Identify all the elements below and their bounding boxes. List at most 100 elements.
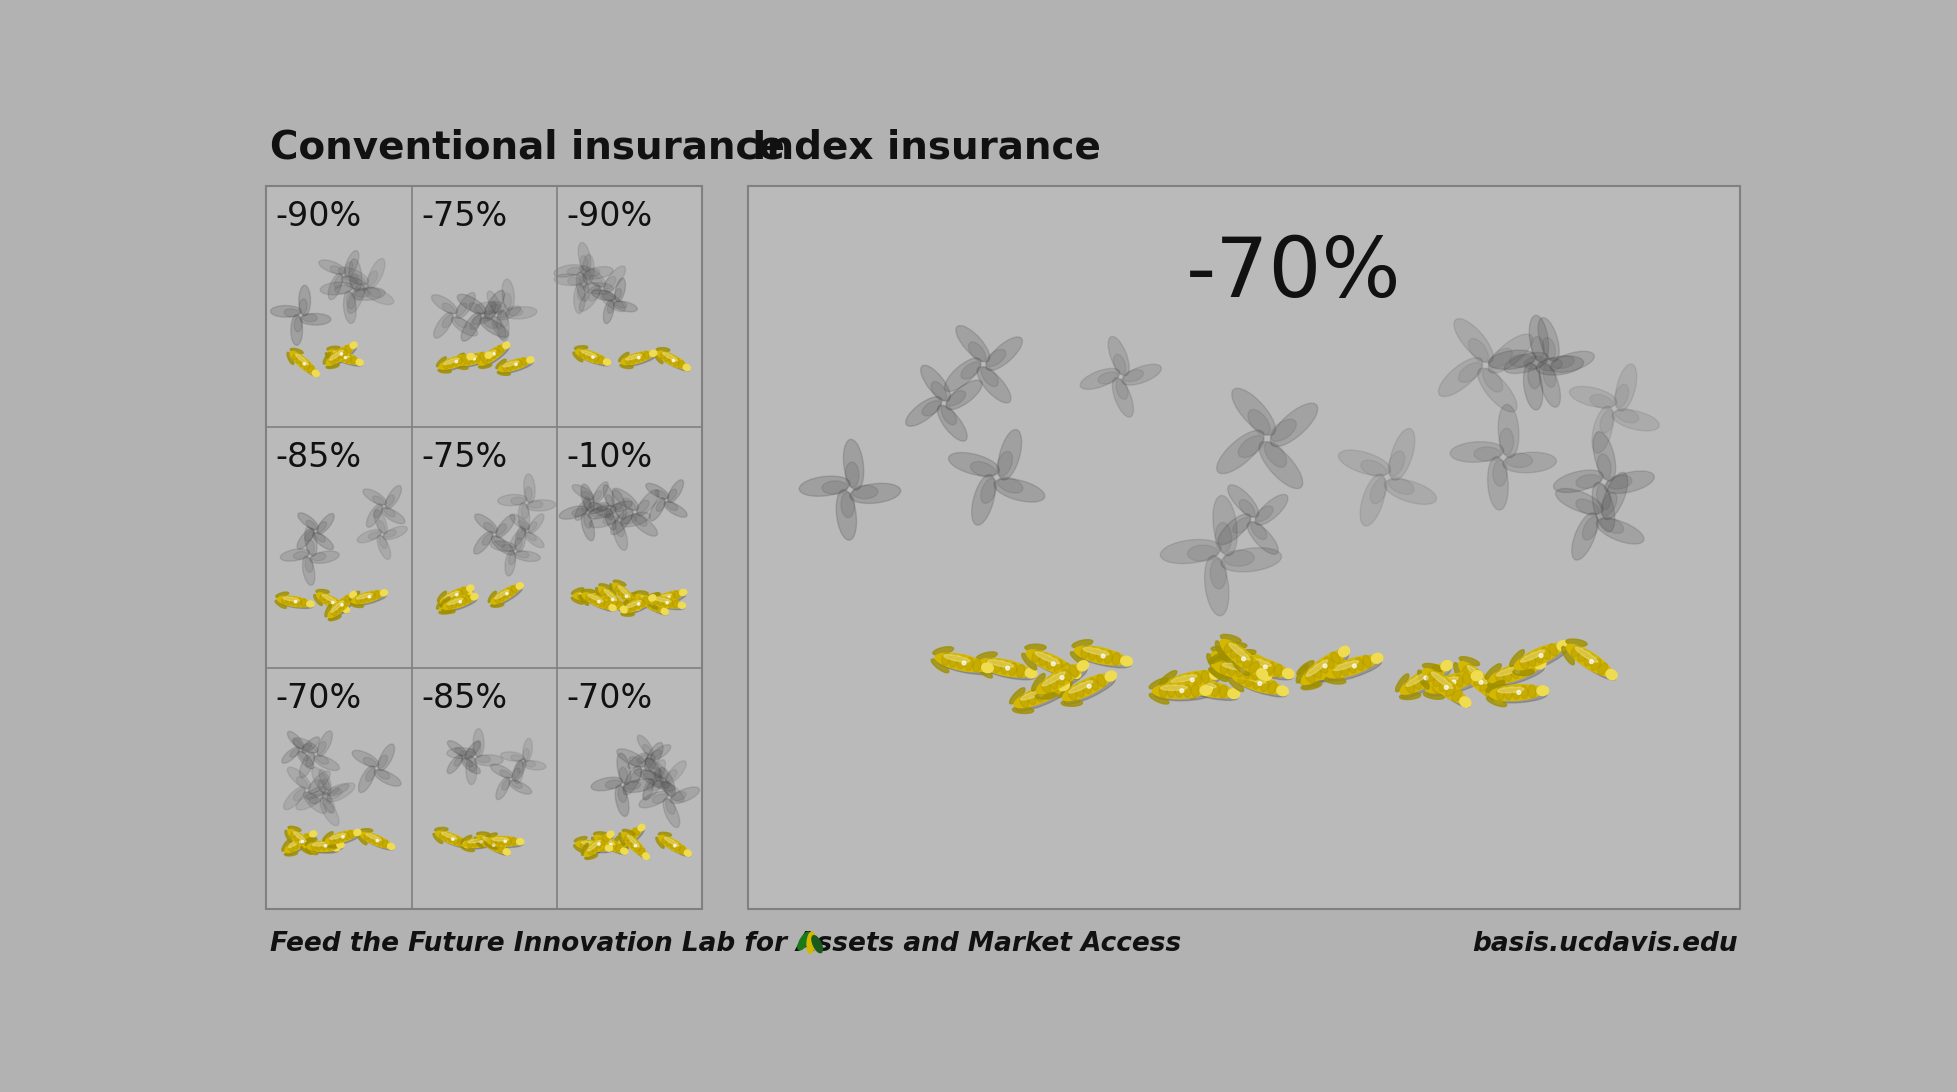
Ellipse shape — [1303, 654, 1348, 689]
Ellipse shape — [1055, 673, 1065, 685]
Ellipse shape — [1059, 676, 1063, 679]
Ellipse shape — [665, 602, 667, 604]
Ellipse shape — [301, 840, 307, 847]
Ellipse shape — [1405, 672, 1429, 687]
Ellipse shape — [624, 834, 630, 841]
Ellipse shape — [497, 345, 503, 353]
Ellipse shape — [575, 349, 607, 364]
Ellipse shape — [342, 835, 344, 838]
Ellipse shape — [628, 752, 648, 769]
Ellipse shape — [440, 357, 474, 371]
Ellipse shape — [456, 302, 466, 316]
Ellipse shape — [454, 600, 456, 602]
Ellipse shape — [1301, 651, 1344, 685]
Ellipse shape — [456, 293, 476, 318]
Ellipse shape — [456, 590, 462, 597]
Ellipse shape — [1022, 653, 1035, 669]
Ellipse shape — [442, 608, 454, 613]
Ellipse shape — [440, 595, 472, 614]
Ellipse shape — [673, 844, 675, 847]
Ellipse shape — [554, 274, 585, 285]
Ellipse shape — [640, 770, 669, 788]
Ellipse shape — [521, 358, 526, 366]
Ellipse shape — [470, 302, 483, 314]
Ellipse shape — [1033, 689, 1043, 702]
Ellipse shape — [573, 836, 587, 842]
Ellipse shape — [501, 280, 515, 310]
Ellipse shape — [474, 728, 483, 757]
Ellipse shape — [1200, 686, 1211, 696]
Ellipse shape — [1219, 634, 1241, 643]
Ellipse shape — [665, 799, 675, 815]
Ellipse shape — [980, 367, 998, 387]
Ellipse shape — [1276, 686, 1288, 696]
Ellipse shape — [460, 835, 472, 844]
Ellipse shape — [495, 838, 501, 845]
Ellipse shape — [630, 841, 638, 848]
Ellipse shape — [1254, 657, 1262, 670]
Ellipse shape — [460, 356, 478, 360]
Ellipse shape — [1204, 681, 1211, 695]
Ellipse shape — [319, 797, 339, 826]
Ellipse shape — [331, 349, 337, 358]
Ellipse shape — [341, 600, 348, 606]
Ellipse shape — [474, 532, 493, 554]
Ellipse shape — [585, 841, 589, 850]
Ellipse shape — [523, 738, 532, 762]
Ellipse shape — [1423, 691, 1444, 699]
Ellipse shape — [599, 600, 605, 607]
Ellipse shape — [605, 845, 613, 851]
Ellipse shape — [344, 596, 352, 603]
Ellipse shape — [1247, 410, 1270, 436]
Ellipse shape — [1444, 685, 1454, 697]
Ellipse shape — [376, 591, 380, 598]
Ellipse shape — [577, 592, 583, 600]
Ellipse shape — [335, 285, 350, 294]
Ellipse shape — [587, 847, 593, 855]
Ellipse shape — [495, 524, 507, 535]
Ellipse shape — [583, 283, 613, 294]
Ellipse shape — [438, 592, 468, 610]
Ellipse shape — [1260, 670, 1272, 680]
Ellipse shape — [282, 597, 299, 601]
Ellipse shape — [462, 587, 468, 595]
Ellipse shape — [1254, 495, 1288, 525]
Ellipse shape — [301, 598, 305, 607]
Ellipse shape — [456, 360, 458, 363]
Ellipse shape — [1615, 364, 1636, 411]
Ellipse shape — [638, 356, 640, 359]
Ellipse shape — [301, 743, 311, 751]
Ellipse shape — [1478, 680, 1481, 685]
Ellipse shape — [511, 360, 517, 369]
Ellipse shape — [943, 654, 969, 662]
Ellipse shape — [303, 363, 309, 369]
Ellipse shape — [640, 596, 646, 604]
Ellipse shape — [1241, 672, 1251, 684]
Ellipse shape — [1229, 643, 1249, 661]
Ellipse shape — [1213, 655, 1260, 689]
Ellipse shape — [299, 359, 305, 366]
Ellipse shape — [307, 841, 341, 851]
Ellipse shape — [1505, 453, 1532, 467]
Ellipse shape — [307, 780, 321, 792]
Ellipse shape — [460, 750, 474, 758]
Ellipse shape — [932, 381, 945, 401]
Ellipse shape — [503, 361, 519, 367]
Ellipse shape — [299, 841, 301, 843]
Ellipse shape — [354, 288, 370, 297]
Ellipse shape — [505, 307, 536, 319]
Ellipse shape — [1229, 646, 1241, 657]
Ellipse shape — [327, 364, 339, 368]
Ellipse shape — [301, 313, 317, 322]
Ellipse shape — [503, 342, 509, 348]
Ellipse shape — [1495, 672, 1503, 684]
Ellipse shape — [491, 587, 523, 606]
Ellipse shape — [652, 794, 667, 804]
Ellipse shape — [294, 834, 301, 841]
Ellipse shape — [327, 344, 354, 366]
Ellipse shape — [1188, 678, 1196, 691]
Ellipse shape — [603, 359, 611, 365]
Ellipse shape — [515, 526, 524, 553]
Ellipse shape — [1487, 334, 1532, 373]
Ellipse shape — [1431, 672, 1452, 689]
